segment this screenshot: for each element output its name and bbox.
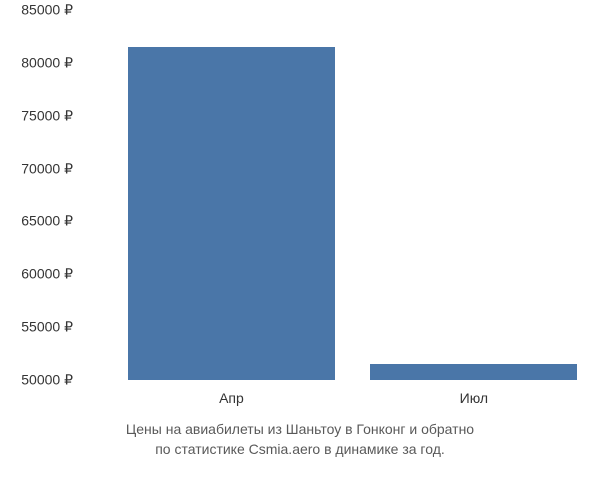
y-tick-label: 80000 ₽	[21, 54, 73, 71]
y-tick-label: 50000 ₽	[21, 372, 73, 389]
y-tick-label: 85000 ₽	[21, 2, 73, 19]
y-tick-label: 65000 ₽	[21, 213, 73, 230]
y-axis: 50000 ₽55000 ₽60000 ₽65000 ₽70000 ₽75000…	[0, 10, 85, 380]
x-axis: Апр Июл	[85, 385, 590, 415]
caption-line-1: Цены на авиабилеты из Шаньтоу в Гонконг …	[20, 420, 580, 440]
bars-group	[85, 10, 590, 380]
chart-caption: Цены на авиабилеты из Шаньтоу в Гонконг …	[0, 420, 600, 459]
bar	[370, 364, 577, 380]
caption-line-2: по статистике Csmia.aero в динамике за г…	[20, 440, 580, 460]
bar	[128, 47, 335, 380]
y-tick-label: 55000 ₽	[21, 319, 73, 336]
chart-plot-area	[85, 10, 590, 380]
x-tick-label: Апр	[219, 390, 244, 406]
x-tick-label: Июл	[460, 390, 488, 406]
y-tick-label: 70000 ₽	[21, 160, 73, 177]
y-tick-label: 60000 ₽	[21, 266, 73, 283]
y-tick-label: 75000 ₽	[21, 107, 73, 124]
